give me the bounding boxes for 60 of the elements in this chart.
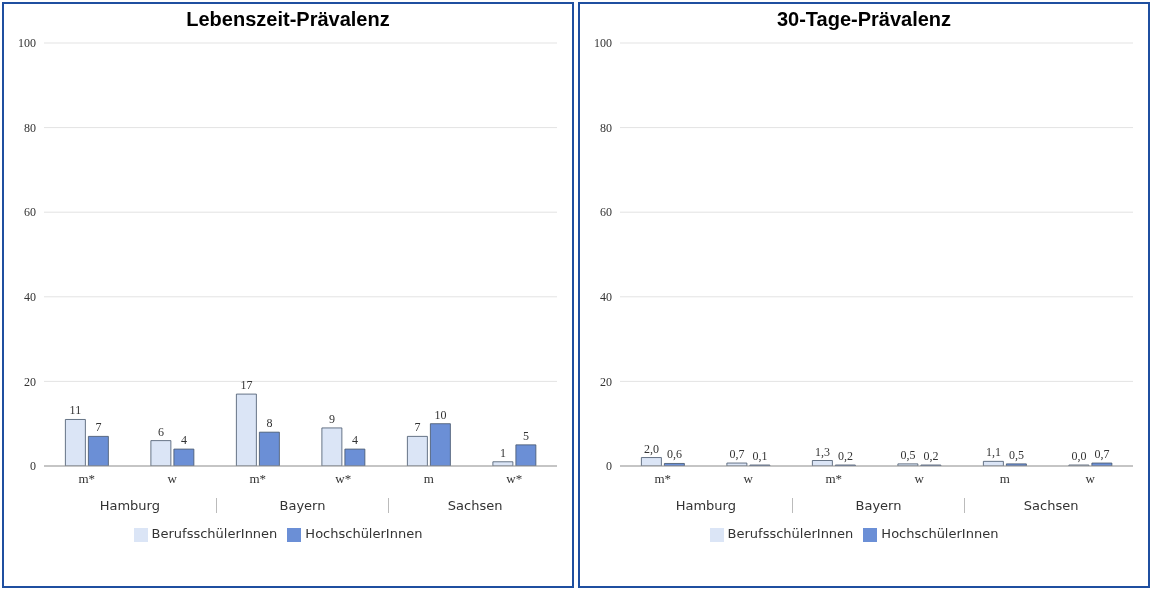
text: Hamburg <box>98 498 161 513</box>
x-tick-label: w <box>914 471 925 487</box>
y-tick-label: 20 <box>600 374 612 389</box>
x-tick-label: w <box>167 471 178 487</box>
x-tick-label: w <box>1085 471 1096 487</box>
data-label: 4 <box>180 433 187 448</box>
x-tick-label: m <box>999 471 1010 487</box>
data-label: 0,1 <box>752 449 768 463</box>
y-tick-label: 100 <box>18 36 36 51</box>
data-label: 7 <box>414 420 421 435</box>
data-label: 0,7 <box>729 447 745 462</box>
data-label: 0,2 <box>923 449 939 463</box>
text: Sachsen <box>388 498 562 513</box>
data-label: 5 <box>522 428 529 443</box>
data-label: 0,7 <box>1094 447 1110 462</box>
y-tick-label: 100 <box>594 36 612 51</box>
y-tick-label: 40 <box>600 290 612 305</box>
data-label: 0,0 <box>1071 449 1087 463</box>
legend-label: HochschülerInnen <box>305 526 423 541</box>
x-tick-label: w <box>743 471 754 487</box>
data-label: 0,5 <box>900 447 916 462</box>
y-tick-label: 80 <box>24 120 36 135</box>
x-tick-label: w* <box>335 471 352 487</box>
legend-label: BerufsschülerInnen <box>727 526 854 541</box>
data-label: 8 <box>266 416 273 431</box>
x-tick-label: m* <box>825 471 843 487</box>
chart-title: Lebenszeit-Prävalenz <box>185 7 391 32</box>
data-label: 10 <box>434 407 447 422</box>
data-label: 17 <box>240 378 253 393</box>
data-label: 1,3 <box>814 444 830 459</box>
x-tick-label: m* <box>654 471 672 487</box>
data-label: 11 <box>69 403 82 418</box>
x-tick-label: w* <box>506 471 523 487</box>
text: Hamburg <box>674 498 737 513</box>
y-tick-label: 80 <box>600 120 612 135</box>
data-label: 0,6 <box>666 447 682 462</box>
data-label: 1,1 <box>985 445 1001 460</box>
data-label: 7 <box>95 420 102 435</box>
data-label: 6 <box>157 424 164 439</box>
data-label: 0,5 <box>1008 447 1024 462</box>
x-tick-label: m* <box>249 471 267 487</box>
text: Bayern <box>791 498 965 513</box>
legend-label: BerufsschülerInnen <box>151 526 278 541</box>
y-tick-label: 20 <box>24 374 36 389</box>
x-tick-label: m <box>423 471 434 487</box>
legend-label: HochschülerInnen <box>881 526 999 541</box>
y-tick-label: 60 <box>24 205 36 220</box>
data-label: 0,2 <box>837 449 853 463</box>
data-label: 1 <box>499 445 506 460</box>
data-label: 4 <box>351 433 358 448</box>
data-label: 9 <box>328 411 335 426</box>
chart-title: 30-Tage-Prävalenz <box>775 7 953 32</box>
y-tick-label: 60 <box>600 205 612 220</box>
text: Sachsen <box>964 498 1138 513</box>
y-tick-label: 0 <box>606 459 612 474</box>
data-label: 2,0 <box>643 441 659 456</box>
text: Bayern <box>215 498 389 513</box>
x-tick-label: m* <box>78 471 96 487</box>
y-tick-label: 40 <box>24 290 36 305</box>
y-tick-label: 0 <box>30 459 36 474</box>
